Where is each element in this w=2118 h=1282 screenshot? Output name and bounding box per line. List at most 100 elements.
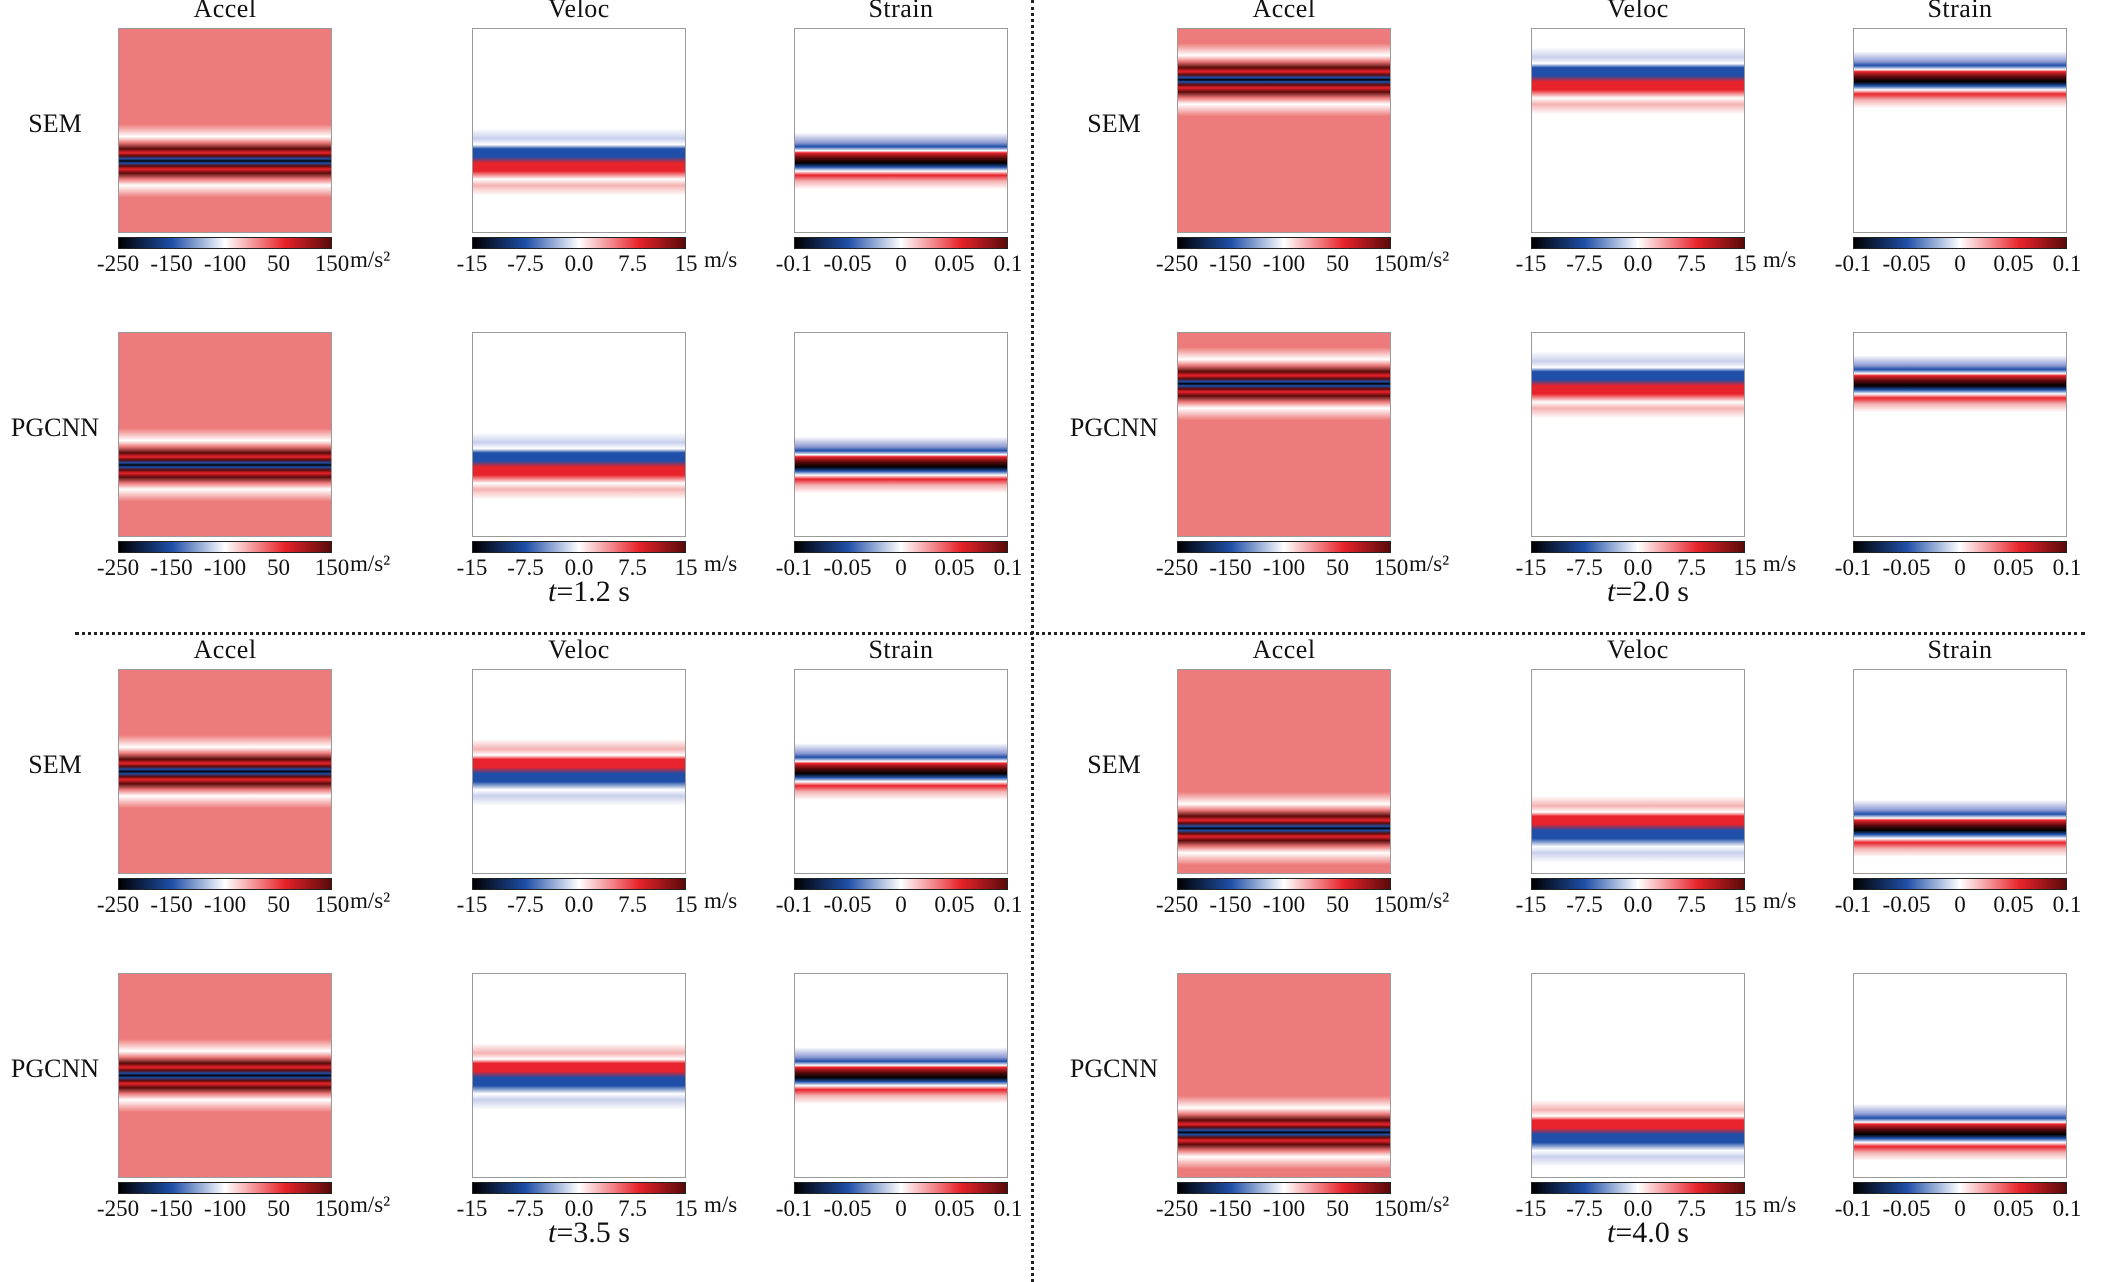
column-title-accel: Accel <box>193 635 257 664</box>
colorbar-tick-label: 0.05 <box>1993 555 2034 580</box>
colorbar-tick-label: 0 <box>895 892 907 917</box>
colorbar-tick-label: -15 <box>456 892 488 917</box>
colorbar-tick-label: 0.0 <box>564 251 594 276</box>
colorbar-tick-label: -0.05 <box>1882 555 1931 580</box>
colorbar-strain <box>1853 1182 2067 1194</box>
colorbar-tick-label: 50 <box>1326 251 1349 276</box>
colorbar-tick-label: 0.05 <box>934 251 975 276</box>
heatmap-pgcnn-accel <box>118 332 332 537</box>
colorbar-strain <box>1853 237 2067 249</box>
colorbar-veloc <box>472 878 686 890</box>
row-label-sem: SEM <box>28 749 82 779</box>
quadrant-1: Accel Veloc Strain SEM -250 -150 -100 50 150 m/s²… <box>0 0 1059 641</box>
colorbar-tick-label: -0.05 <box>823 251 872 276</box>
colorbar-tick-label: 50 <box>267 892 290 917</box>
quadrant-4: Accel Veloc Strain SEM -250 -150 -100 50 150 m/s²… <box>1059 635 2118 1282</box>
colorbar-tick-label: 0.05 <box>934 892 975 917</box>
time-value: =1.2 s <box>556 575 630 608</box>
column-title-accel: Accel <box>1252 0 1316 23</box>
colorbar-tick-label: -150 <box>1209 892 1252 917</box>
colorbar-tick-label: 150 <box>314 555 350 580</box>
heatmap-pgcnn-accel <box>118 973 332 1178</box>
colorbar-tick-label: 0.1 <box>993 251 1023 276</box>
heatmap-sem-veloc <box>1531 669 1745 874</box>
colorbar-tick-label: -250 <box>96 555 140 580</box>
heatmap-sem-veloc <box>472 669 686 874</box>
quadrant-3: Accel Veloc Strain SEM -250 -150 -100 50 150 m/s²… <box>0 635 1059 1282</box>
colorbar-tick-label: 7.5 <box>618 251 647 276</box>
colorbar-tick-label: 0.0 <box>1623 251 1653 276</box>
row-label-sem: SEM <box>28 108 82 138</box>
time-label: t=2.0 s <box>1607 575 1689 609</box>
colorbar-tick-label: -0.05 <box>823 555 872 580</box>
colorbar-unit-label: m/s² <box>350 247 391 272</box>
colorbar-tick-label: -250 <box>1155 1196 1199 1221</box>
colorbar-tick-label: 150 <box>1373 251 1409 276</box>
colorbar-tick-label: 7.5 <box>1677 251 1706 276</box>
colorbar-veloc <box>472 237 686 249</box>
column-title-accel: Accel <box>193 0 257 23</box>
colorbar-unit-label: m/s <box>704 1192 738 1217</box>
colorbar-tick-label: -15 <box>1515 1196 1547 1221</box>
colorbar-tick-label: -0.05 <box>1882 1196 1931 1221</box>
colorbar-accel <box>118 878 332 890</box>
column-title-strain: Strain <box>1927 635 1993 664</box>
colorbar-tick-label: 0 <box>1954 555 1966 580</box>
colorbar-tick-label: -7.5 <box>1566 555 1603 580</box>
colorbar-unit-label: m/s² <box>1409 1192 1450 1217</box>
heatmap-pgcnn-strain <box>794 973 1008 1178</box>
colorbar-tick-label: 7.5 <box>1677 555 1706 580</box>
colorbar-tick-label: 150 <box>1373 555 1409 580</box>
time-variable: t <box>1607 1216 1616 1249</box>
heatmap-sem-accel <box>118 669 332 874</box>
colorbar-tick-label: -150 <box>1209 251 1252 276</box>
colorbar-tick-label: -7.5 <box>507 1196 544 1221</box>
heatmap-sem-accel <box>118 28 332 233</box>
colorbar-tick-label: 0.0 <box>564 555 594 580</box>
colorbar-tick-label: -7.5 <box>1566 1196 1603 1221</box>
colorbar-tick-label: 0.1 <box>993 555 1023 580</box>
colorbar-tick-label: 150 <box>314 892 350 917</box>
colorbar-tick-label: -7.5 <box>1566 251 1603 276</box>
colorbar-tick-label: -250 <box>96 1196 140 1221</box>
column-title-veloc: Veloc <box>548 0 610 23</box>
colorbar-tick-label: -7.5 <box>507 555 544 580</box>
colorbar-tick-label: 15 <box>1733 251 1757 276</box>
colorbar-tick-label: -100 <box>1262 555 1306 580</box>
colorbar-tick-label: 0.0 <box>1623 555 1653 580</box>
heatmap-pgcnn-veloc <box>472 332 686 537</box>
colorbar-tick-label: 15 <box>674 892 698 917</box>
heatmap-sem-strain <box>1853 28 2067 233</box>
colorbar-tick-label: -150 <box>1209 555 1252 580</box>
colorbar-tick-label: 7.5 <box>618 555 647 580</box>
column-title-accel: Accel <box>1252 635 1316 664</box>
colorbar-tick-label: -100 <box>203 1196 247 1221</box>
colorbar-tick-label: 7.5 <box>1677 892 1706 917</box>
colorbar-tick-label: 0.1 <box>993 1196 1023 1221</box>
colorbar-tick-label: 0 <box>895 555 907 580</box>
colorbar-accel <box>118 541 332 553</box>
row-label-pgcnn: PGCNN <box>10 1053 100 1083</box>
colorbar-tick-label: -250 <box>1155 251 1199 276</box>
heatmap-pgcnn-accel <box>1177 973 1391 1178</box>
colorbar-unit-label: m/s <box>1763 1192 1797 1217</box>
colorbar-tick-label: -250 <box>1155 555 1199 580</box>
colorbar-unit-label: m/s² <box>1409 247 1450 272</box>
colorbar-tick-label: -15 <box>1515 251 1547 276</box>
colorbar-tick-label: 0.05 <box>1993 892 2034 917</box>
colorbar-strain <box>794 237 1008 249</box>
colorbar-accel <box>1177 237 1391 249</box>
colorbar-tick-label: 0.1 <box>2052 892 2082 917</box>
colorbar-tick-label: 150 <box>314 251 350 276</box>
column-title-veloc: Veloc <box>1607 635 1669 664</box>
column-title-strain: Strain <box>868 0 934 23</box>
colorbar-tick-label: -7.5 <box>1566 892 1603 917</box>
colorbar-tick-label: -250 <box>1155 892 1199 917</box>
time-variable: t <box>548 575 557 608</box>
colorbar-tick-label: -0.1 <box>1834 1196 1872 1221</box>
colorbar-tick-label: -250 <box>96 251 140 276</box>
colorbar-unit-label: m/s² <box>350 888 391 913</box>
colorbar-strain <box>794 878 1008 890</box>
time-label: t=1.2 s <box>548 575 630 609</box>
